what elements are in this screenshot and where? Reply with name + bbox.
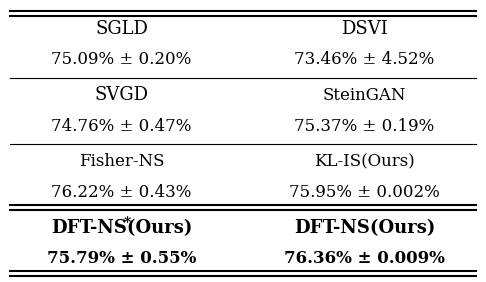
Text: KL-IS(Ours): KL-IS(Ours) [314,153,415,170]
Text: DFT-NS(Ours): DFT-NS(Ours) [51,219,192,237]
Text: 76.22% ± 0.43%: 76.22% ± 0.43% [52,184,191,201]
Text: DSVI: DSVI [341,20,388,38]
Text: 75.09% ± 0.20%: 75.09% ± 0.20% [52,51,191,69]
Text: 75.37% ± 0.19%: 75.37% ± 0.19% [295,118,434,135]
Text: SVGD: SVGD [94,86,149,104]
Text: Fisher-NS: Fisher-NS [79,153,164,170]
Text: 73.46% ± 4.52%: 73.46% ± 4.52% [295,51,434,69]
Text: 76.36% ± 0.009%: 76.36% ± 0.009% [284,250,445,267]
Text: SGLD: SGLD [95,20,148,38]
Text: 75.79% ± 0.55%: 75.79% ± 0.55% [47,250,196,267]
Text: 74.76% ± 0.47%: 74.76% ± 0.47% [52,118,191,135]
Text: 75.95% ± 0.002%: 75.95% ± 0.002% [289,184,440,201]
Text: DFT-NS(Ours): DFT-NS(Ours) [294,219,435,237]
Text: SteinGAN: SteinGAN [323,87,406,104]
Text: *: * [124,216,131,230]
